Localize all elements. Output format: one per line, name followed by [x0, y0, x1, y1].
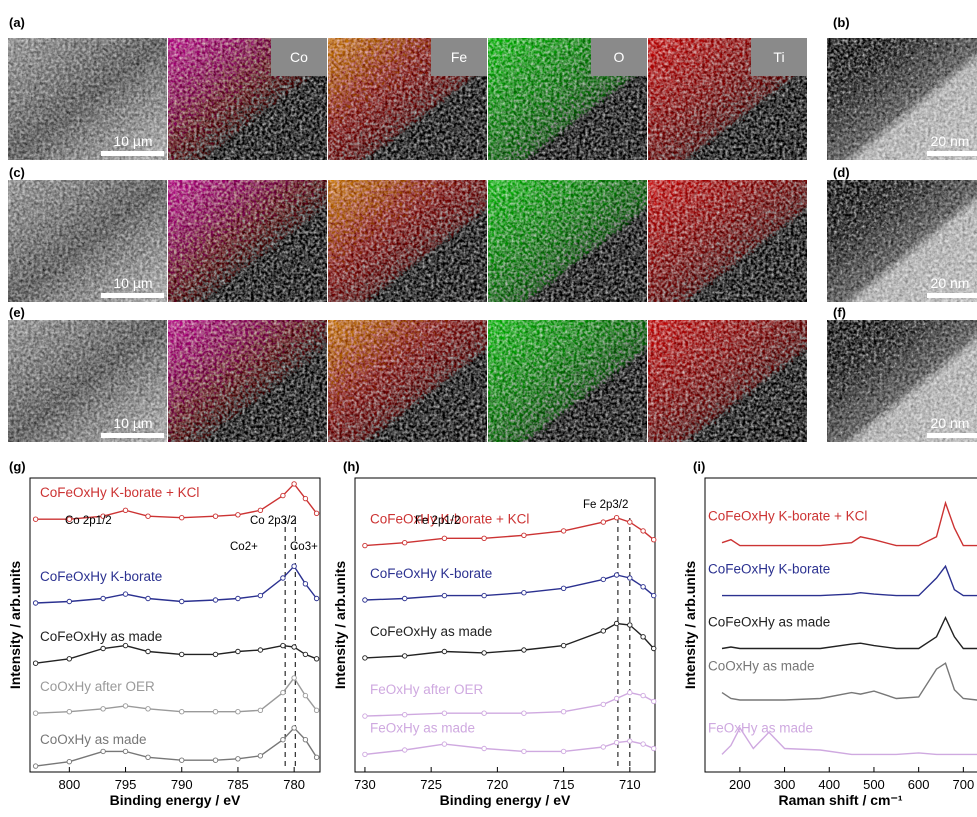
x-tick-label: 710	[619, 777, 641, 792]
annotation: Co3+	[290, 541, 318, 553]
annotation: Co 2p1/2	[65, 515, 112, 527]
map-label: O	[614, 49, 625, 65]
scale-bar-label: 20 nm	[931, 415, 970, 431]
annotation: Fe 2p3/2	[583, 499, 628, 511]
figure: (a) (b) Co Fe O Ti 10 µm 20 nm (c) (d) 10 µm 20 nm (…	[0, 0, 977, 812]
scale-bar-label: 10 µm	[113, 133, 152, 149]
scale-bar	[101, 151, 164, 156]
series-label: CoOxHy after OER	[40, 679, 155, 694]
series-label: CoFeOxHy K-borate	[708, 562, 830, 577]
y-axis-title: Intensity / arb.units	[332, 561, 348, 690]
x-tick-label: 715	[553, 777, 575, 792]
panel-label: (a)	[9, 15, 25, 30]
series-label: FeOxHy as made	[370, 720, 475, 735]
image-grid: (a) (b) Co Fe O Ti 10 µm 20 nm (c) (d) 10 µm 20 nm (…	[8, 15, 977, 442]
scale-bar	[927, 151, 977, 156]
eds-map	[648, 180, 807, 302]
series-label: CoOxHy as made	[40, 732, 147, 747]
series-label: FeOxHy after OER	[370, 682, 484, 697]
x-tick-label: 600	[908, 777, 930, 792]
eds-map	[328, 180, 487, 302]
scale-bar	[927, 293, 977, 298]
x-tick-label: 720	[487, 777, 509, 792]
x-axis-title: Binding energy / eV	[110, 792, 241, 808]
charts: (g) 800 795 790 785 780 Binding energy / eV Int…	[7, 459, 977, 808]
y-axis-title: Intensity / arb.units	[7, 561, 23, 690]
x-tick-label: 790	[171, 777, 193, 792]
scale-bar	[101, 293, 164, 298]
x-tick-label: 795	[115, 777, 137, 792]
x-tick-label: 780	[283, 777, 305, 792]
x-tick-label: 700	[952, 777, 974, 792]
panel-label: (h)	[343, 459, 360, 474]
series-label: CoFeOxHy as made	[708, 615, 830, 630]
series-label: CoOxHy as made	[708, 659, 815, 674]
series-label: CoFeOxHy as made	[370, 624, 492, 639]
series-label: CoFeOxHy K-borate	[370, 566, 492, 581]
eds-map	[488, 180, 647, 302]
x-axis-title: Binding energy / eV	[440, 792, 571, 808]
eds-map	[328, 320, 487, 442]
scale-bar-label: 20 nm	[931, 275, 970, 291]
annotation: Co2+	[230, 541, 258, 553]
x-tick-label: 785	[227, 777, 249, 792]
spectrum-line	[36, 646, 317, 664]
scale-bar-label: 20 nm	[931, 133, 970, 149]
eds-map	[168, 180, 327, 302]
panel-label: (d)	[833, 165, 850, 180]
map-label: Fe	[451, 49, 468, 65]
eds-map	[488, 320, 647, 442]
x-tick-label: 400	[818, 777, 840, 792]
x-tick-label: 730	[354, 777, 376, 792]
annotation: Co 2p3/2	[250, 515, 297, 527]
series-label: CoFeOxHy K-borate	[40, 569, 162, 584]
series-label: CoFeOxHy as made	[40, 629, 162, 644]
x-tick-label: 725	[420, 777, 442, 792]
x-tick-label: 300	[774, 777, 796, 792]
panel-label: (e)	[9, 305, 25, 320]
annotation: Fe 2p1/2	[415, 515, 460, 527]
panel-label: (g)	[9, 459, 26, 474]
series-label: CoFeOxHy K-borate + KCl	[40, 485, 199, 500]
eds-map	[168, 320, 327, 442]
panel-label: (c)	[9, 165, 25, 180]
eds-map	[648, 320, 807, 442]
chart: (h) 730 725 720 715 710 Binding energy / eV Int…	[332, 459, 655, 808]
panel-label: (i)	[693, 459, 705, 474]
scale-bar	[101, 433, 164, 438]
series-label: FeOxHy as made	[708, 720, 813, 735]
spectrum-line	[365, 741, 654, 754]
map-label: Co	[290, 49, 308, 65]
x-tick-label: 500	[863, 777, 885, 792]
y-axis-title: Intensity / arb.units	[682, 561, 698, 690]
scale-bar	[927, 433, 977, 438]
x-tick-label: 200	[729, 777, 751, 792]
scale-bar-label: 10 µm	[113, 415, 152, 431]
chart: (i) 200 300 400 500 600 700 Raman shift / cm⁻¹ I…	[682, 459, 977, 808]
chart: (g) 800 795 790 785 780 Binding energy / eV Int…	[7, 459, 320, 808]
series-label: CoFeOxHy K-borate + KCl	[708, 509, 867, 524]
panel-label: (f)	[833, 305, 846, 320]
x-axis-title: Raman shift / cm⁻¹	[778, 792, 902, 808]
scale-bar-label: 10 µm	[113, 275, 152, 291]
map-label: Ti	[773, 49, 784, 65]
x-tick-label: 800	[58, 777, 80, 792]
panel-label: (b)	[833, 15, 850, 30]
